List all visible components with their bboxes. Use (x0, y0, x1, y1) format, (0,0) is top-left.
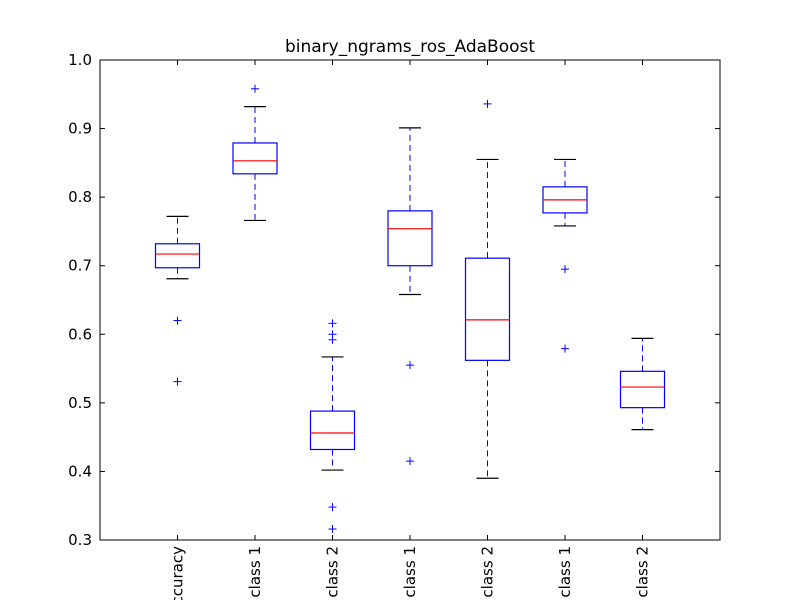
y-tick-label: 0.8 (68, 188, 92, 206)
outlier-marker (406, 457, 414, 466)
box-plot-item (542, 158, 588, 353)
box (387, 210, 433, 267)
box (619, 370, 666, 409)
chart-title: binary_ngrams_ros_AdaBoost (285, 37, 535, 57)
y-tick-label: 0.9 (68, 120, 92, 138)
box (154, 243, 201, 269)
box-plot-item (232, 84, 278, 222)
plot-frame (99, 59, 721, 541)
outlier-marker (328, 319, 337, 328)
outlier-marker (328, 335, 337, 344)
y-tick-label: 0.4 (68, 462, 92, 480)
outlier-marker (173, 316, 182, 325)
outlier-marker (483, 99, 492, 108)
x-tick-label: class 1 (401, 546, 419, 598)
box (464, 257, 511, 361)
x-tick-label: accuracy (169, 546, 187, 600)
box (232, 142, 278, 175)
y-tick-label: 0.7 (68, 257, 92, 275)
box-plot-item (309, 319, 356, 534)
y-tick-label: 0.6 (68, 325, 92, 343)
box (309, 410, 356, 451)
y-tick-label: 0.3 (68, 531, 92, 549)
x-tick-label: class 1 (246, 546, 264, 598)
y-tick-label: 1.0 (68, 51, 92, 69)
x-tick-label: class 2 (634, 546, 652, 598)
outlier-marker (328, 503, 337, 512)
outlier-marker (561, 344, 569, 353)
box-plot-item (464, 99, 511, 479)
x-tick-label: class 2 (479, 546, 497, 598)
outlier-marker (561, 265, 569, 274)
box-plot-item (154, 215, 201, 386)
outlier-marker (251, 84, 259, 93)
outlier-marker (406, 361, 414, 370)
outlier-marker (173, 377, 182, 386)
x-tick-label: class 2 (324, 546, 342, 598)
y-tick-label: 0.5 (68, 394, 92, 412)
box-plot-item (387, 127, 433, 466)
x-tick-label: class 1 (556, 546, 574, 598)
box-plot-item (619, 337, 666, 431)
outlier-marker (328, 525, 337, 534)
